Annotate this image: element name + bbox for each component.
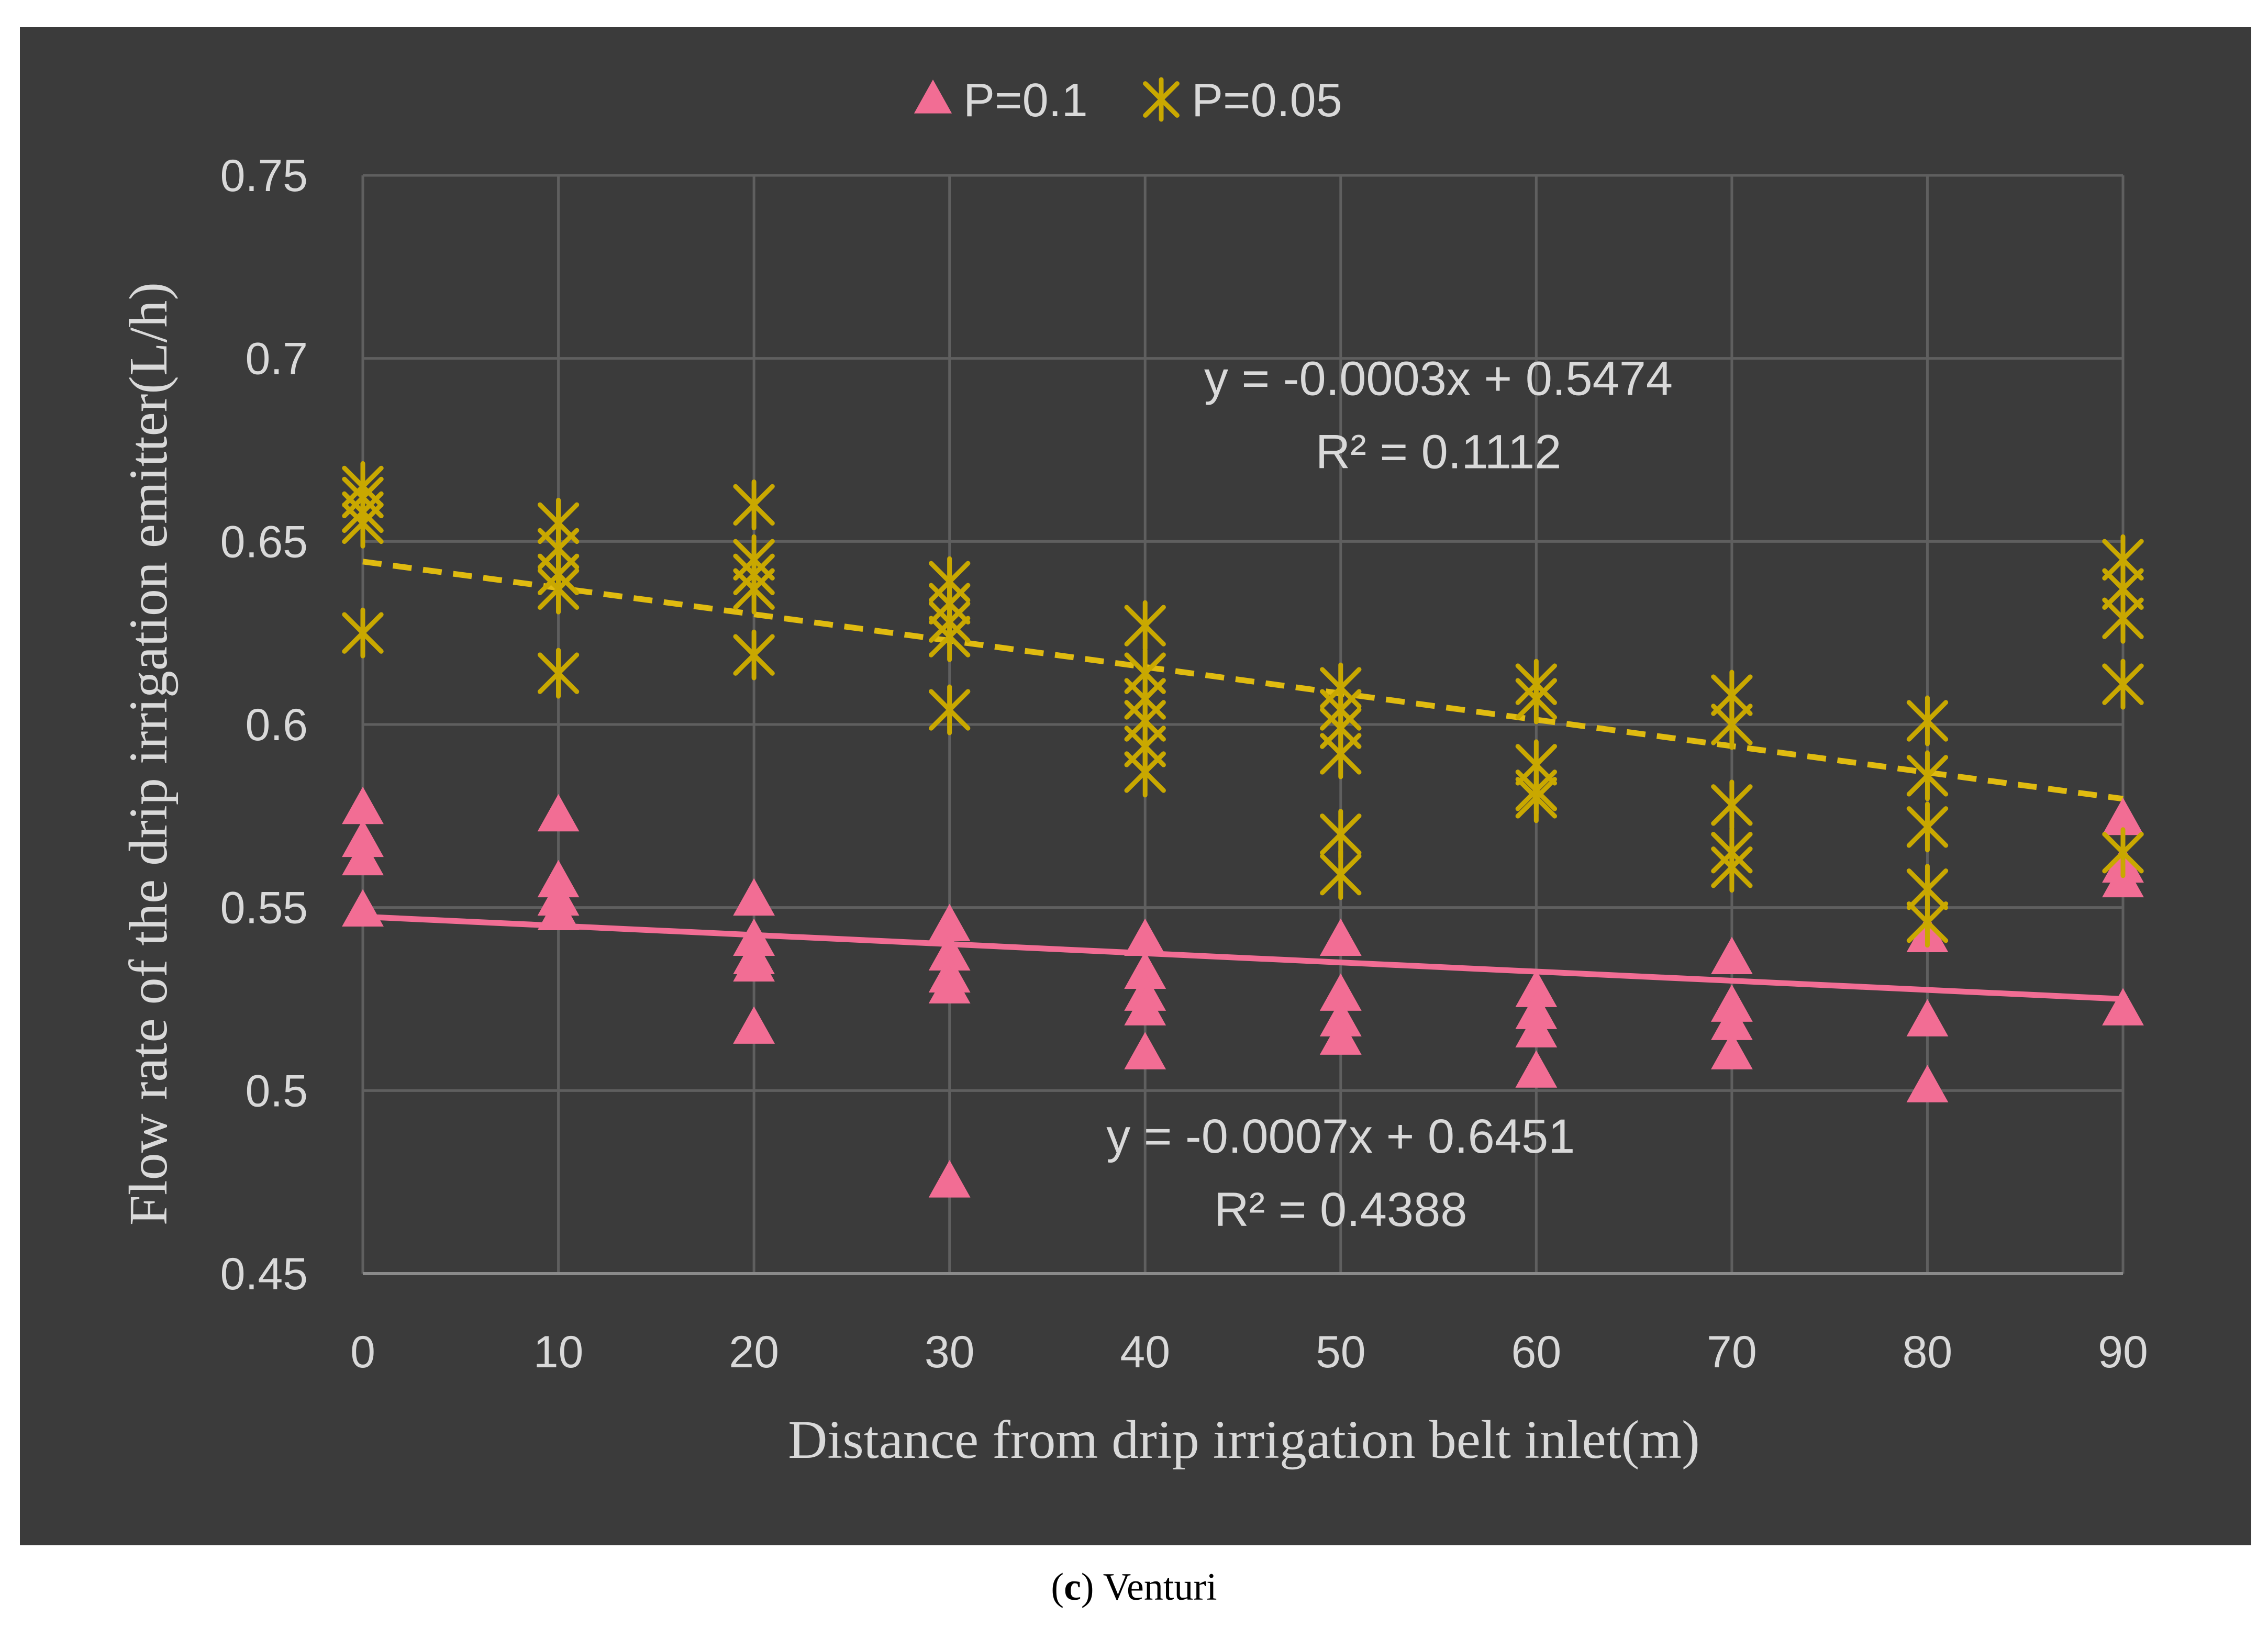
- data-point-asterisk: [1711, 779, 1753, 831]
- data-point-asterisk: [537, 648, 580, 699]
- x-tick-label: 40: [1120, 1327, 1170, 1377]
- data-point-asterisk: [1320, 849, 1362, 900]
- data-point-asterisk: [537, 563, 580, 615]
- data-point-triangle: [928, 904, 971, 942]
- data-point-triangle: [1319, 1017, 1362, 1055]
- x-tick-label: 30: [925, 1327, 975, 1377]
- data-point-asterisk: [1711, 699, 1753, 750]
- data-point-asterisk: [733, 563, 775, 615]
- annotation-r1: R² = 0.1112: [1316, 425, 1562, 478]
- x-axis-label: Distance from drip irrigation belt inlet…: [788, 1410, 1700, 1470]
- data-point-asterisk: [1515, 673, 1558, 724]
- legend: P=0.1 P=0.05: [914, 74, 1342, 127]
- x-tick-label: 0: [350, 1327, 375, 1377]
- annotation-eq1: y = -0.0003x + 0.5474: [1204, 352, 1673, 406]
- trendline-P=0.1: [362, 913, 2124, 1002]
- data-point-triangle: [342, 889, 384, 927]
- y-tick-labels: 0.45 0.5 0.55 0.6 0.65 0.7 0.75: [220, 151, 308, 1299]
- y-tick-label: 0.65: [220, 517, 308, 567]
- data-point-triangle: [1515, 969, 1558, 1007]
- data-points: [342, 461, 2144, 1198]
- data-point-triangle: [1710, 1002, 1753, 1040]
- x-tick-label: 60: [1511, 1327, 1561, 1377]
- x-tick-label: 90: [2098, 1327, 2148, 1377]
- legend-label-p005: P=0.05: [1192, 74, 1342, 127]
- data-point-asterisk: [2102, 593, 2144, 644]
- data-point-triangle: [1710, 936, 1753, 974]
- data-point-triangle: [1124, 1032, 1166, 1069]
- x-tick-label: 80: [1903, 1327, 1953, 1377]
- data-point-triangle: [1515, 1010, 1558, 1047]
- data-point-asterisk: [1124, 746, 1166, 798]
- data-point-triangle: [1515, 1050, 1558, 1088]
- data-point-asterisk: [1906, 801, 1949, 853]
- scatter-chart: 0.45 0.5 0.55 0.6 0.65 0.7 0.75 0 10 20 30 40 50 60 7…: [20, 27, 2251, 1545]
- data-point-asterisk: [342, 497, 384, 549]
- data-point-asterisk: [1906, 897, 1949, 948]
- data-point-triangle: [1124, 951, 1166, 989]
- annotation-r2: R² = 0.4388: [1214, 1183, 1467, 1236]
- data-point-asterisk: [1906, 695, 1949, 746]
- y-tick-label: 0.75: [220, 151, 308, 201]
- data-point-triangle: [342, 786, 384, 824]
- y-axis-label: Flow rate of the drip irrigation emitter…: [118, 282, 179, 1225]
- y-tick-label: 0.7: [245, 334, 308, 384]
- legend-marker-triangle: [914, 80, 952, 114]
- data-point-triangle: [928, 966, 971, 1003]
- chart-background: [20, 27, 2251, 1545]
- x-tick-label: 50: [1316, 1327, 1366, 1377]
- x-tick-label: 70: [1707, 1327, 1757, 1377]
- data-point-asterisk: [2102, 827, 2144, 878]
- data-point-asterisk: [733, 629, 775, 681]
- trendlines: [362, 559, 2124, 1002]
- data-point-asterisk: [1124, 600, 1166, 651]
- data-point-triangle: [1319, 973, 1362, 1011]
- data-point-asterisk: [342, 607, 384, 659]
- figure-caption: (c) Venturi: [1051, 1566, 1217, 1609]
- x-tick-labels: 0 10 20 30 40 50 60 70 80 90: [350, 1327, 2148, 1377]
- trendline-P=0.05: [362, 559, 2124, 802]
- data-point-triangle: [1906, 1065, 1949, 1102]
- data-point-triangle: [1710, 1032, 1753, 1069]
- legend-label-p01: P=0.1: [963, 74, 1088, 127]
- caption-text: Venturi: [1103, 1566, 1217, 1609]
- data-point-triangle: [2102, 860, 2144, 898]
- y-tick-label: 0.6: [245, 700, 308, 750]
- data-point-triangle: [733, 878, 775, 916]
- data-point-asterisk: [928, 684, 971, 735]
- data-point-triangle: [928, 933, 971, 971]
- data-point-asterisk: [1320, 728, 1362, 779]
- data-point-asterisk: [2102, 659, 2144, 710]
- y-tick-label: 0.55: [220, 883, 308, 933]
- data-point-triangle: [2102, 988, 2144, 1025]
- data-point-triangle: [342, 838, 384, 876]
- caption-letter: c: [1064, 1566, 1081, 1609]
- data-point-triangle: [733, 944, 775, 982]
- data-point-triangle: [1124, 988, 1166, 1025]
- data-point-triangle: [537, 893, 580, 931]
- annotation-eq2: y = -0.0007x + 0.6451: [1106, 1110, 1575, 1163]
- data-point-triangle: [537, 794, 580, 832]
- data-point-asterisk: [733, 479, 775, 530]
- annotations: y = -0.0003x + 0.5474 R² = 0.1112 y = -0.0…: [1106, 352, 1673, 1236]
- x-tick-label: 10: [533, 1327, 584, 1377]
- data-point-triangle: [1906, 999, 1949, 1036]
- y-tick-label: 0.45: [220, 1249, 308, 1299]
- data-point-asterisk: [1515, 772, 1558, 823]
- y-tick-label: 0.5: [245, 1066, 308, 1116]
- data-point-triangle: [2102, 797, 2144, 835]
- data-point-asterisk: [928, 611, 971, 662]
- data-point-triangle: [1319, 918, 1362, 956]
- legend-marker-asterisk: [1143, 77, 1180, 122]
- data-point-triangle: [928, 1160, 971, 1198]
- data-point-asterisk: [1711, 842, 1753, 893]
- data-point-asterisk: [1906, 750, 1949, 801]
- data-point-triangle: [733, 1006, 775, 1044]
- data-point-triangle: [1124, 918, 1166, 956]
- x-tick-label: 20: [729, 1327, 779, 1377]
